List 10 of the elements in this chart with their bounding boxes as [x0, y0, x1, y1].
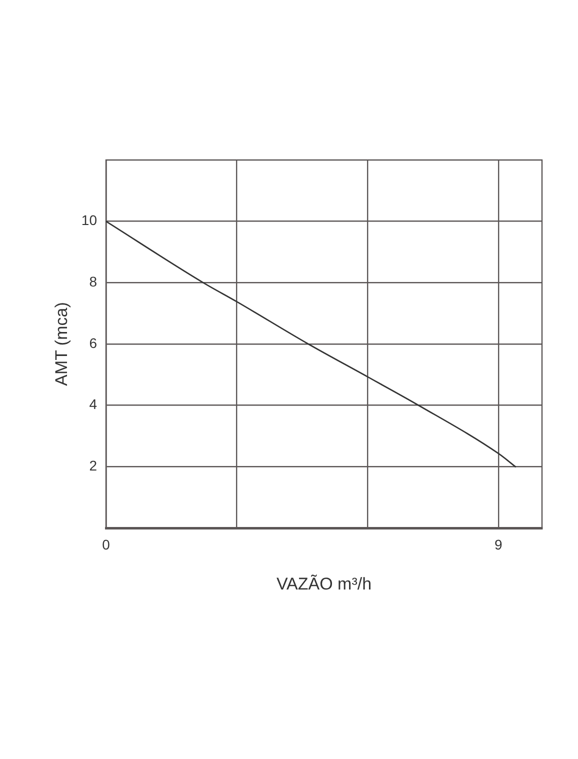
- x-tick-label: 9: [494, 536, 502, 552]
- y-tick-label: 6: [89, 334, 98, 351]
- x-axis-title: VAZÃO m³/h: [276, 574, 372, 594]
- line-series: [106, 220, 516, 468]
- y-tick-label: 8: [89, 274, 98, 290]
- y-axis-title: AMT (mca): [52, 302, 71, 386]
- y-tick-label: 2: [89, 458, 98, 474]
- y-tick-label: 4: [89, 396, 98, 412]
- x-tick-label: 0: [102, 536, 110, 552]
- y-tick-label: 10: [81, 212, 98, 228]
